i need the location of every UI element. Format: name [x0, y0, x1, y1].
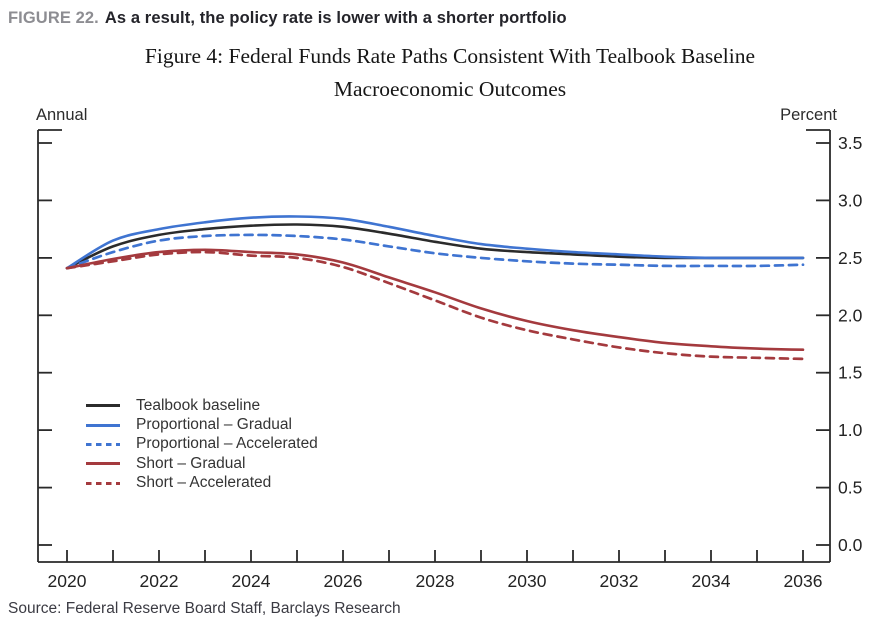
legend-item: Tealbook baseline: [85, 396, 318, 415]
y-tick-label: 1.5: [838, 363, 862, 383]
legend-dashed-line-swatch: [86, 481, 120, 485]
x-tick-label: 2020: [48, 571, 87, 591]
legend-solid-line-swatch: [86, 423, 120, 427]
figure-headline: As a result, the policy rate is lower wi…: [104, 9, 567, 27]
legend-label: Tealbook baseline: [136, 396, 261, 414]
figure-header: FIGURE 22. As a result, the policy rate i…: [8, 9, 567, 28]
series-dashed-line: [65, 250, 805, 361]
series-solid-line: [65, 215, 805, 270]
y-tick-label: 2.0: [838, 305, 863, 325]
x-tick-label: 2026: [324, 571, 363, 591]
y-tick-label: 2.5: [838, 248, 862, 268]
y-tick-label: 1.0: [838, 420, 863, 440]
y-tick-label: 0.5: [838, 478, 862, 498]
left-axis-unit-label: Annual: [36, 106, 88, 124]
series-solid-line: [65, 248, 805, 351]
chart-title: Figure 4: Federal Funds Rate Paths Consi…: [0, 40, 888, 106]
legend-dashed-line-swatch: [86, 442, 120, 446]
legend-item: Proportional – Gradual: [85, 415, 318, 434]
figure-number-label: FIGURE 22.: [8, 9, 99, 27]
legend-item: Short – Accelerated: [85, 474, 318, 493]
legend-label: Short – Accelerated: [136, 474, 272, 492]
x-tick-label: 2022: [140, 571, 179, 591]
x-tick-label: 2024: [232, 571, 271, 591]
chart-title-line1: Figure 4: Federal Funds Rate Paths Consi…: [144, 44, 756, 68]
x-tick-label: 2028: [416, 571, 455, 591]
legend-solid-line-swatch: [86, 404, 120, 408]
chart-title-line2: Macroeconomic Outcomes: [333, 77, 567, 101]
legend-item: Short – Gradual: [85, 454, 318, 473]
legend-label: Proportional – Gradual: [136, 416, 292, 434]
series-dashed-line: [65, 233, 805, 270]
legend-item: Proportional – Accelerated: [85, 435, 318, 454]
y-tick-label: 0.0: [838, 535, 863, 555]
y-tick-label: 3.0: [838, 190, 863, 210]
legend-label: Proportional – Accelerated: [136, 435, 318, 453]
x-tick-label: 2036: [784, 571, 823, 591]
x-tick-label: 2032: [600, 571, 639, 591]
source-line: Source: Federal Reserve Board Staff, Bar…: [8, 600, 401, 617]
right-axis-unit-label: Percent: [780, 106, 837, 124]
chart-legend: Tealbook baseline Proportional – Gradual P…: [85, 396, 318, 493]
legend-label: Short – Gradual: [136, 454, 246, 472]
x-tick-label: 2030: [508, 571, 547, 591]
legend-solid-line-swatch: [86, 462, 120, 466]
series-solid-line: [65, 223, 805, 270]
x-tick-label: 2034: [692, 571, 731, 591]
y-tick-label: 3.5: [838, 133, 862, 153]
